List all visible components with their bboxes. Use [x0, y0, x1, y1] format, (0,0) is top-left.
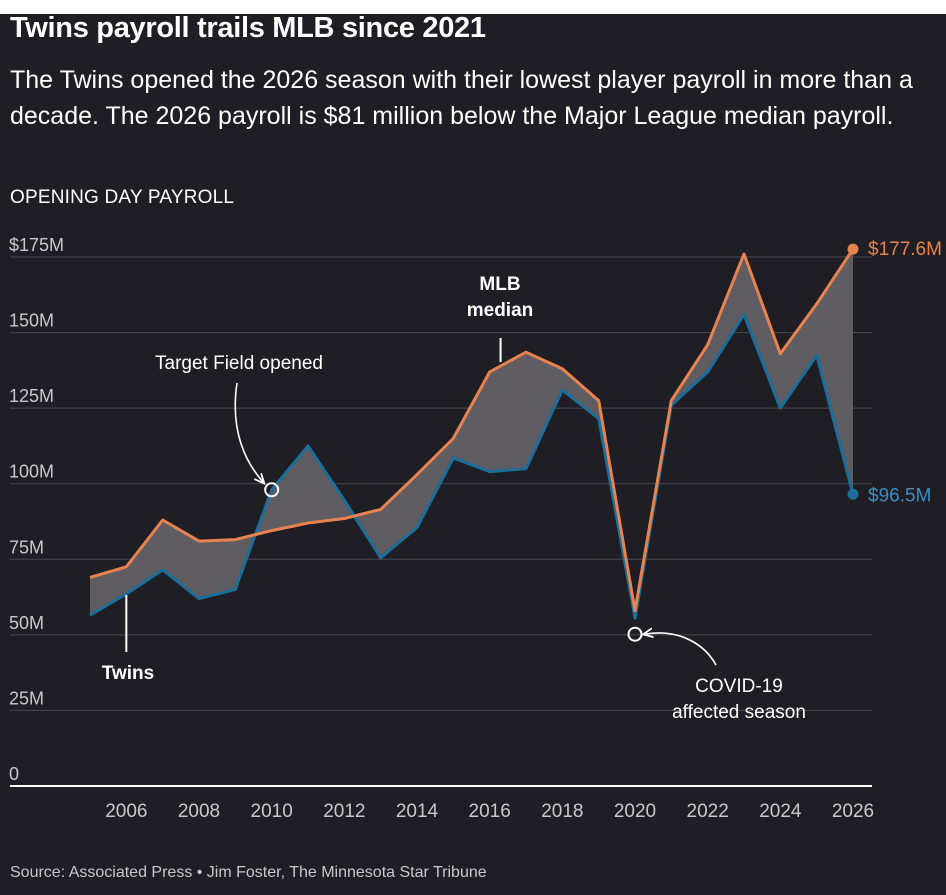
x-tick-label: 2014	[396, 801, 439, 822]
grid-layer	[10, 256, 872, 787]
x-tick-label: 2018	[541, 801, 583, 822]
source-credit: Source: Associated Press • Jim Foster, T…	[10, 864, 487, 881]
top-strip	[0, 0, 946, 14]
y-tick-label: 75M	[9, 537, 44, 557]
y-tick-label: 25M	[9, 688, 44, 708]
y-tick-label: 150M	[9, 311, 54, 331]
x-tick-label: 2022	[687, 801, 729, 822]
target-field-marker	[264, 482, 280, 498]
x-tick-label: 2006	[105, 801, 147, 822]
covid-marker	[627, 626, 643, 642]
target-field-arrow	[234, 382, 263, 483]
chart-title: Twins payroll trails MLB since 2021	[10, 12, 486, 44]
twins-end-point	[847, 488, 859, 500]
covid-annotation: COVID-19 affected season	[672, 676, 806, 723]
y-tick-label: 100M	[9, 462, 54, 482]
x-tick-label: 2026	[832, 801, 874, 822]
tick-layer: $175M 150M 125M 100M 75M 50M 25M 0 2006 2008 2010 2…	[9, 235, 942, 822]
y-tick-label: 125M	[9, 386, 54, 406]
gap-area	[90, 249, 853, 619]
mlb-median-line	[89, 248, 855, 613]
gap-area-layer	[90, 249, 853, 619]
x-tick-label: 2012	[323, 801, 365, 822]
section-label: OPENING DAY PAYROLL	[10, 187, 235, 208]
twins-line	[89, 312, 855, 620]
covid-arrow	[644, 633, 717, 666]
x-tick-label: 2008	[178, 801, 220, 822]
x-tick-label: 2016	[469, 801, 511, 822]
twins-annotation: Twins	[102, 663, 154, 684]
y-tick-label: $175M	[9, 235, 64, 255]
chart-subtitle: The Twins opened the 2026 season with th…	[10, 66, 913, 130]
annotation-layer: MLB median Twins Target Field opened COVID-1…	[102, 274, 806, 723]
line-layer	[89, 243, 859, 620]
x-tick-label: 2020	[614, 801, 656, 822]
y-tick-label: 0	[9, 764, 19, 784]
target-field-annotation: Target Field opened	[155, 353, 323, 374]
x-tick-label: 2010	[251, 801, 293, 822]
mlb-end-point	[847, 243, 859, 255]
mlb-median-annotation: MLB median	[467, 274, 534, 321]
x-tick-label: 2024	[759, 801, 802, 822]
twins-end-label: $96.5M	[868, 485, 931, 506]
mlb-end-label: $177.6M	[868, 239, 942, 260]
y-tick-label: 50M	[9, 613, 44, 633]
